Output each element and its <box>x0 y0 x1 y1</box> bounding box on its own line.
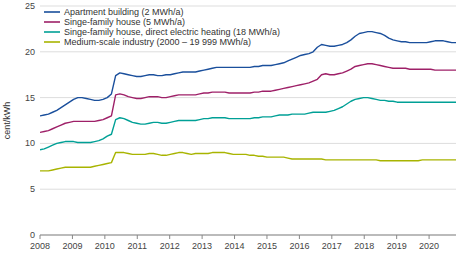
tick-label: 10 <box>25 138 35 148</box>
tick-mark <box>396 235 397 239</box>
x-axis: 2008 2009 2010 2011 2012 2013 2014 2015 2016 2017… <box>30 235 456 251</box>
axis-line <box>40 235 456 236</box>
y-axis: 0 5 10 15 20 25 <box>25 1 456 240</box>
legend-item: Apartment building (2 MWh/a) <box>44 7 184 17</box>
tick-label: 2012 <box>160 241 180 251</box>
line <box>40 153 456 171</box>
tick-label: 2015 <box>257 241 277 251</box>
legend-swatch <box>44 11 60 13</box>
tick-label: 25 <box>25 1 35 11</box>
grid-line <box>40 97 456 98</box>
tick-label: 0 <box>30 230 35 240</box>
tick-mark <box>40 235 41 239</box>
grid-line <box>40 143 456 144</box>
line <box>40 32 456 116</box>
tick-label: 15 <box>25 93 35 103</box>
legend-item: Medium-scale industry (2000 – 19 999 MWh… <box>44 37 251 47</box>
legend: Apartment building (2 MWh/a)Singe-family… <box>44 7 280 47</box>
tick-label: 2018 <box>354 241 374 251</box>
plot-area <box>40 32 456 171</box>
tick-label: 2014 <box>225 241 245 251</box>
tick-mark <box>202 235 203 239</box>
tick-label: 2010 <box>95 241 115 251</box>
tick-mark <box>72 235 73 239</box>
legend-label: Singe-family house (5 MWh/a) <box>64 17 185 27</box>
tick-label: 2011 <box>128 241 147 251</box>
tick-label: 2016 <box>289 241 309 251</box>
tick-label: 2020 <box>419 241 439 251</box>
legend-label: Apartment building (2 MWh/a) <box>64 7 184 17</box>
tick-label: 2009 <box>62 241 82 251</box>
legend-swatch <box>44 21 60 23</box>
tick-label: 5 <box>30 184 35 194</box>
tick-mark <box>169 235 170 239</box>
legend-label: Medium-scale industry (2000 – 19 999 MWh… <box>64 37 251 47</box>
tick-mark <box>364 235 365 239</box>
tick-label: 2013 <box>192 241 212 251</box>
tick-mark <box>104 235 105 239</box>
legend-label: Singe-family house, direct electric heat… <box>64 27 280 37</box>
tick-mark <box>429 235 430 239</box>
axis-label: cent/kWh <box>2 102 12 140</box>
tick-mark <box>299 235 300 239</box>
legend-swatch <box>44 31 60 33</box>
tick-label: 2017 <box>322 241 342 251</box>
grid-line <box>40 51 456 52</box>
tick-label: 20 <box>25 47 35 57</box>
grid-line <box>40 189 456 190</box>
tick-mark <box>331 235 332 239</box>
legend-swatch <box>44 41 60 43</box>
grid-line <box>40 235 456 236</box>
legend-item: Singe-family house, direct electric heat… <box>44 27 280 37</box>
chart: 0510152025200820092010201120122013201420… <box>0 0 468 257</box>
legend-item: Singe-family house (5 MWh/a) <box>44 17 185 27</box>
tick-mark <box>137 235 138 239</box>
tick-label: 2019 <box>387 241 407 251</box>
line <box>40 64 456 133</box>
tick-mark <box>266 235 267 239</box>
tick-label: 2008 <box>30 241 50 251</box>
tick-mark <box>234 235 235 239</box>
line <box>40 98 456 150</box>
